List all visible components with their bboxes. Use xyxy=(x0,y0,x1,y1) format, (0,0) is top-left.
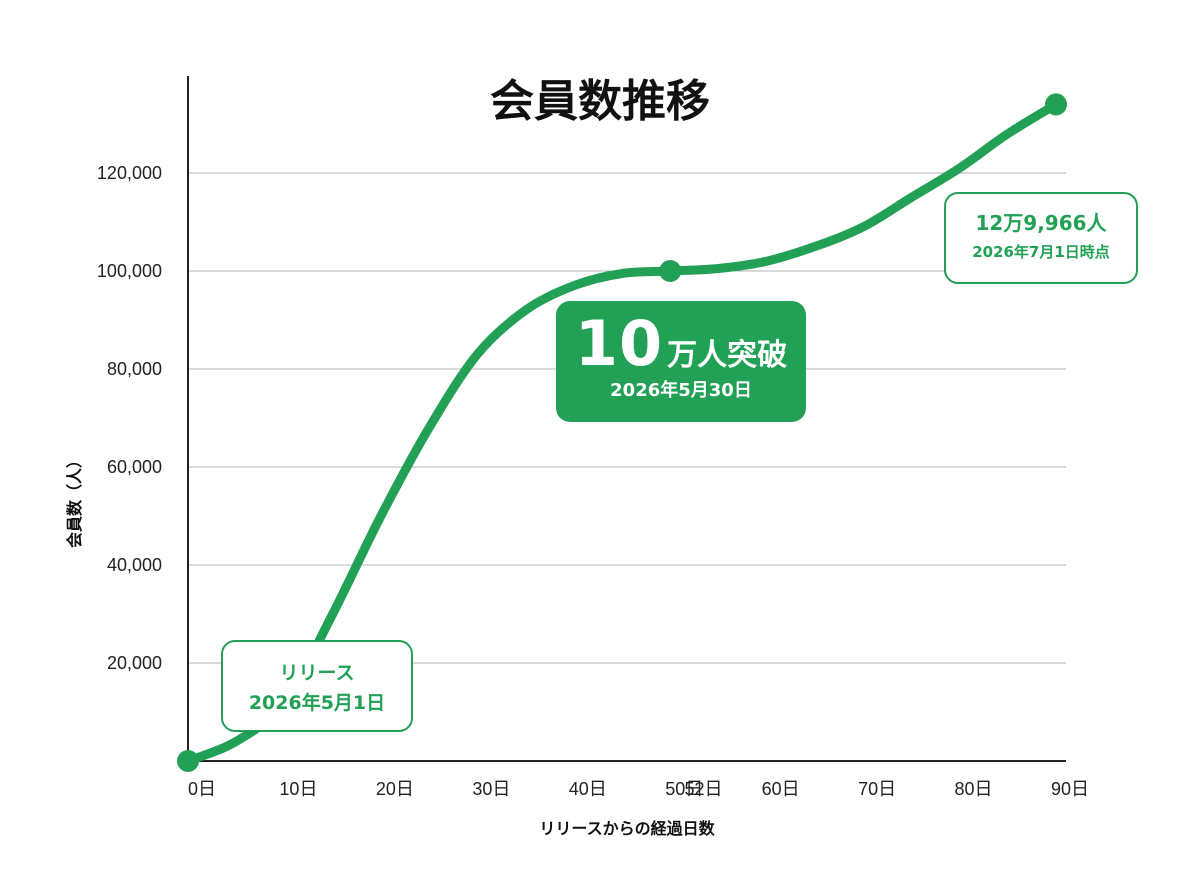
data-markers xyxy=(177,93,1067,772)
callout-release-label: リリース xyxy=(279,662,355,684)
y-tick-label: 60,000 xyxy=(107,457,162,477)
y-tick-label: 120,000 xyxy=(97,163,162,183)
x-tick-label: 80日 xyxy=(955,779,993,799)
x-tick-label: 90日 xyxy=(1051,779,1089,799)
series-line xyxy=(183,99,1061,766)
y-tick-label: 100,000 xyxy=(97,261,162,281)
callout-current-count: 12万9,966人 xyxy=(975,211,1107,235)
y-tick-label: 80,000 xyxy=(107,359,162,379)
data-point-marker xyxy=(177,750,199,772)
callout-milestone-suffix: 万人突破 xyxy=(667,338,788,373)
y-tick-label: 40,000 xyxy=(107,555,162,575)
x-tick-label: 10日 xyxy=(279,779,317,799)
x-tick-label: 60日 xyxy=(762,779,800,799)
x-tick-label: 20日 xyxy=(376,779,414,799)
callout-release: リリース 2026年5月1日 xyxy=(221,640,413,732)
x-tick-label: 40日 xyxy=(569,779,607,799)
callout-milestone-date: 2026年5月30日 xyxy=(610,380,752,401)
callout-current-date: 2026年7月1日時点 xyxy=(972,243,1110,261)
y-axis-label: 会員数（人） xyxy=(65,452,84,548)
x-tick-label: 30日 xyxy=(472,779,510,799)
x-tick-label: 52日 xyxy=(684,779,722,799)
x-tick-label: 0日 xyxy=(188,779,216,799)
x-tick-label: 50日 xyxy=(665,779,703,799)
callout-current: 12万9,966人 2026年7月1日時点 xyxy=(944,192,1138,284)
callout-milestone-number: 10 xyxy=(574,307,664,380)
y-tick-labels: 20,000 40,000 60,000 80,000 100,000 120,000 xyxy=(97,163,162,673)
y-tick-label: 20,000 xyxy=(107,653,162,673)
callout-milestone: 10 万人突破 2026年5月30日 xyxy=(556,301,806,422)
chart-title: 会員数推移 xyxy=(490,76,710,127)
data-point-marker xyxy=(1045,93,1067,116)
x-axis-label: リリースからの経過日数 xyxy=(539,819,715,838)
data-point-marker xyxy=(659,260,682,282)
x-tick-label: 70日 xyxy=(858,779,896,799)
callout-release-date: 2026年5月1日 xyxy=(248,692,386,714)
